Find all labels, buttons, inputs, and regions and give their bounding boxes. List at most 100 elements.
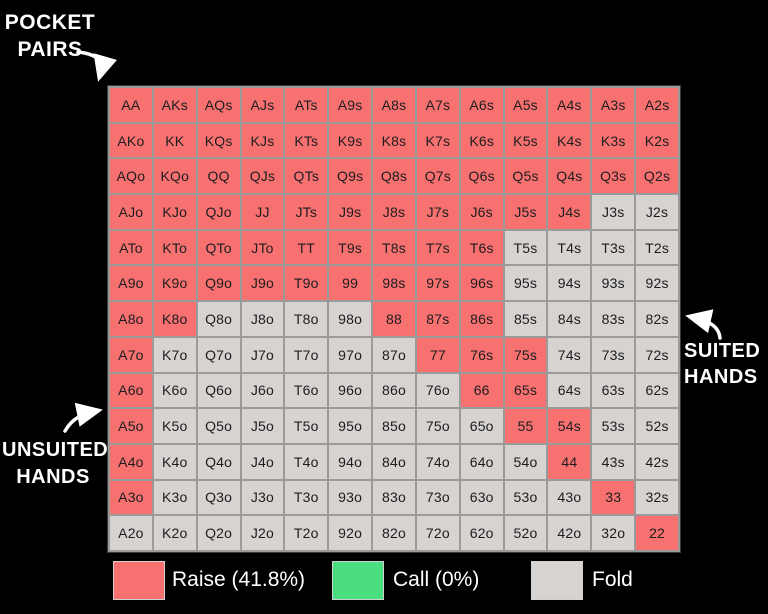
suited-hands-arrow-icon xyxy=(685,309,722,340)
hand-cell-KK: KK xyxy=(153,123,196,158)
hand-cell-32s: 32s xyxy=(636,480,678,515)
hand-cell-T6s: T6s xyxy=(460,230,503,265)
hand-cell-72o: 72o xyxy=(416,516,459,550)
hand-cell-AKs: AKs xyxy=(153,88,196,122)
hand-cell-JTo: JTo xyxy=(241,230,284,265)
hand-cell-J2o: J2o xyxy=(241,516,284,550)
hand-cell-K4s: K4s xyxy=(548,123,591,158)
hand-cell-TT: TT xyxy=(285,230,328,265)
hand-cell-T7s: T7s xyxy=(416,230,459,265)
hand-cell-93s: 93s xyxy=(592,266,635,301)
hand-cell-Q7s: Q7s xyxy=(416,159,459,194)
hand-cell-T5s: T5s xyxy=(504,230,547,265)
hand-cell-A7o: A7o xyxy=(110,337,152,372)
hand-cell-A8o: A8o xyxy=(110,302,152,336)
legend-fold-swatch xyxy=(531,561,583,600)
pocket-pairs-label-line1: POCKET xyxy=(4,11,96,34)
hand-cell-A7s: A7s xyxy=(416,88,459,122)
hand-cell-64o: 64o xyxy=(460,444,503,479)
hand-cell-Q4s: Q4s xyxy=(548,159,591,194)
hand-cell-98s: 98s xyxy=(373,266,415,301)
hand-cell-93o: 93o xyxy=(329,480,372,515)
hand-cell-T8s: T8s xyxy=(373,230,415,265)
hand-cell-53o: 53o xyxy=(504,480,547,515)
hand-cell-AKo: AKo xyxy=(110,123,152,158)
hand-cell-KJo: KJo xyxy=(153,195,196,229)
suited-hands-label: SUITED HANDS xyxy=(684,338,766,390)
hand-cell-K9o: K9o xyxy=(153,266,196,301)
hand-cell-QTo: QTo xyxy=(197,230,240,265)
hand-cell-ATo: ATo xyxy=(110,230,152,265)
hand-cell-Q7o: Q7o xyxy=(197,337,240,372)
hand-cell-96s: 96s xyxy=(460,266,503,301)
hand-cell-J3s: J3s xyxy=(592,195,635,229)
hand-cell-Q8s: Q8s xyxy=(373,159,415,194)
hand-cell-T5o: T5o xyxy=(285,409,328,443)
hand-cell-98o: 98o xyxy=(329,302,372,336)
hand-cell-J4o: J4o xyxy=(241,444,284,479)
hand-cell-J3o: J3o xyxy=(241,480,284,515)
hand-cell-A5o: A5o xyxy=(110,409,152,443)
hand-cell-K8o: K8o xyxy=(153,302,196,336)
hand-cell-96o: 96o xyxy=(329,373,372,408)
hand-cell-J8s: J8s xyxy=(373,195,415,229)
hand-cell-54o: 54o xyxy=(504,444,547,479)
hand-cell-J7s: J7s xyxy=(416,195,459,229)
hand-cell-A2o: A2o xyxy=(110,516,152,550)
legend-raise-swatch xyxy=(113,561,165,600)
hand-cell-K4o: K4o xyxy=(153,444,196,479)
hand-cell-QTs: QTs xyxy=(285,159,328,194)
hand-cell-87s: 87s xyxy=(416,302,459,336)
hand-cell-92o: 92o xyxy=(329,516,372,550)
suited-hands-label-line2: HANDS xyxy=(684,366,758,388)
hand-cell-86s: 86s xyxy=(460,302,503,336)
hand-cell-85o: 85o xyxy=(373,409,415,443)
hand-cell-82s: 82s xyxy=(636,302,678,336)
hand-cell-52s: 52s xyxy=(636,409,678,443)
hand-cell-AJo: AJo xyxy=(110,195,152,229)
hand-cell-84o: 84o xyxy=(373,444,415,479)
hand-cell-J6o: J6o xyxy=(241,373,284,408)
hand-cell-JTs: JTs xyxy=(285,195,328,229)
hand-cell-87o: 87o xyxy=(373,337,415,372)
hand-cell-Q9o: Q9o xyxy=(197,266,240,301)
hand-cell-55: 55 xyxy=(504,409,547,443)
unsuited-hands-arrow-icon xyxy=(63,402,103,433)
hand-cell-T6o: T6o xyxy=(285,373,328,408)
hand-cell-AQo: AQo xyxy=(110,159,152,194)
hand-cell-94o: 94o xyxy=(329,444,372,479)
hand-cell-K7o: K7o xyxy=(153,337,196,372)
suited-hands-label-line1: SUITED xyxy=(684,340,761,362)
hand-cell-54s: 54s xyxy=(548,409,591,443)
hand-cell-A4s: A4s xyxy=(548,88,591,122)
hand-cell-94s: 94s xyxy=(548,266,591,301)
pocket-pairs-label: POCKET PAIRS xyxy=(4,9,96,63)
hand-cell-82o: 82o xyxy=(373,516,415,550)
hand-cell-Q3s: Q3s xyxy=(592,159,635,194)
hand-cell-K3s: K3s xyxy=(592,123,635,158)
hand-cell-A9o: A9o xyxy=(110,266,152,301)
hand-cell-64s: 64s xyxy=(548,373,591,408)
hand-cell-K2s: K2s xyxy=(636,123,678,158)
hand-cell-74o: 74o xyxy=(416,444,459,479)
legend-fold-label: Fold xyxy=(592,568,633,591)
hand-cell-63s: 63s xyxy=(592,373,635,408)
hand-cell-84s: 84s xyxy=(548,302,591,336)
hand-cell-62s: 62s xyxy=(636,373,678,408)
hand-cell-83o: 83o xyxy=(373,480,415,515)
hand-cell-J4s: J4s xyxy=(548,195,591,229)
hand-cell-65s: 65s xyxy=(504,373,547,408)
hand-cell-AA: AA xyxy=(110,88,152,122)
hand-cell-A8s: A8s xyxy=(373,88,415,122)
hand-cell-53s: 53s xyxy=(592,409,635,443)
hand-cell-42s: 42s xyxy=(636,444,678,479)
hand-cell-T9o: T9o xyxy=(285,266,328,301)
hand-cell-Q9s: Q9s xyxy=(329,159,372,194)
hand-cell-65o: 65o xyxy=(460,409,503,443)
hand-cell-QQ: QQ xyxy=(197,159,240,194)
hand-cell-T2o: T2o xyxy=(285,516,328,550)
hand-cell-J9s: J9s xyxy=(329,195,372,229)
hand-cell-AQs: AQs xyxy=(197,88,240,122)
pocket-pairs-label-line2: PAIRS xyxy=(17,38,83,61)
